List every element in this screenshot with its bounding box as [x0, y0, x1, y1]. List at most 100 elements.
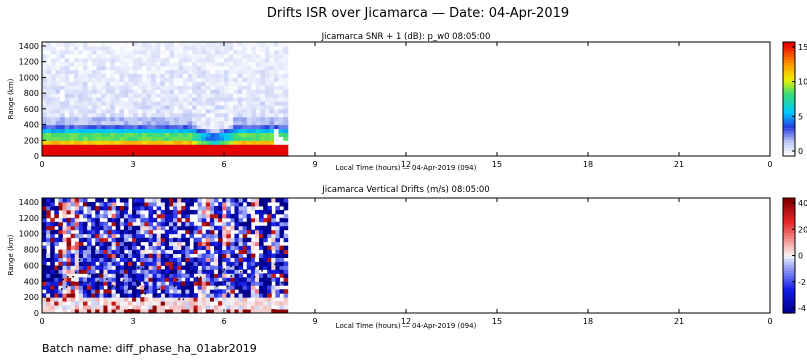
drift-cell	[226, 301, 231, 306]
drift-cell	[46, 281, 51, 286]
colorbar-swatch	[783, 79, 795, 83]
drift-cell	[193, 245, 199, 251]
snr-cell	[283, 49, 289, 55]
drift-mark	[199, 276, 202, 279]
drift-cell	[91, 265, 96, 270]
snr-cell	[128, 69, 134, 75]
snr-cell	[146, 132, 152, 137]
drift-cell	[78, 225, 84, 231]
snr-cell	[55, 136, 61, 141]
drift-cell	[271, 198, 276, 203]
drift-cell	[160, 257, 166, 262]
snr-cell	[78, 93, 84, 98]
drift-cell	[213, 261, 219, 266]
snr-cell	[196, 53, 202, 59]
drift-cell	[263, 233, 268, 239]
drift-cell	[95, 217, 100, 223]
snr-cell	[87, 85, 93, 90]
snr-cell	[137, 49, 143, 55]
drift-cell	[74, 225, 80, 231]
drift-cell	[160, 277, 166, 282]
drift-cell	[78, 237, 84, 243]
colorbar-swatch	[783, 136, 795, 140]
drift-cell	[95, 293, 100, 298]
drift-cell	[254, 277, 260, 282]
snr-cell	[160, 77, 166, 82]
drift-cell	[238, 221, 244, 227]
drift-cell	[275, 293, 281, 298]
drift-cell	[238, 277, 244, 282]
snr-cell	[101, 49, 107, 55]
snr-cell	[105, 120, 111, 126]
snr-cell	[224, 89, 230, 94]
colorbar-swatch	[783, 218, 795, 222]
snr-cell	[192, 144, 198, 149]
drift-cell	[152, 297, 158, 302]
snr-cell	[246, 73, 252, 78]
snr-cell	[183, 85, 189, 90]
drift-cell	[226, 257, 231, 262]
drift-cell	[123, 305, 129, 310]
snr-cell	[87, 136, 93, 141]
snr-cell	[73, 53, 79, 59]
drift-cell	[234, 305, 240, 310]
drift-cell	[197, 217, 203, 223]
snr-cell	[46, 132, 52, 137]
drift-cell	[230, 301, 235, 306]
drift-cell	[275, 229, 281, 235]
snr-cell	[128, 128, 134, 134]
drift-cell	[263, 281, 268, 286]
drift-cell	[218, 233, 223, 239]
snr-cell	[169, 53, 175, 59]
drift-cell	[91, 253, 96, 258]
drift-cell	[156, 253, 162, 258]
drift-cell	[132, 293, 137, 298]
drift-cell	[242, 221, 248, 227]
snr-cell	[246, 69, 252, 75]
snr-cell	[183, 93, 189, 98]
drift-cell	[58, 257, 63, 262]
snr-cell	[78, 61, 84, 67]
drift-cell	[226, 269, 231, 274]
x-tick-label: 0	[767, 160, 772, 169]
snr-cell	[164, 73, 170, 78]
drift-cell	[279, 257, 285, 262]
snr-cell	[187, 97, 193, 102]
drift-cell	[107, 305, 113, 310]
snr-cell	[192, 89, 198, 94]
drift-cell	[283, 217, 289, 223]
snr-cell	[146, 57, 152, 63]
snr-cell	[201, 144, 207, 149]
snr-cell	[228, 65, 234, 71]
snr-cell	[274, 136, 280, 141]
colorbar-swatch	[783, 267, 795, 271]
colorbar-swatch	[783, 138, 795, 143]
drift-cell	[140, 237, 145, 243]
snr-cell	[205, 73, 211, 78]
drift-cell	[189, 281, 195, 286]
snr-cell	[283, 69, 289, 75]
snr-cell	[187, 152, 193, 157]
snr-cell	[228, 42, 234, 47]
snr-cell	[101, 57, 107, 63]
drift-cell	[283, 221, 289, 227]
snr-cell	[237, 93, 243, 98]
drift-cell	[283, 281, 289, 286]
snr-cell	[205, 108, 211, 114]
drift-cell	[119, 245, 125, 251]
drift-cell	[119, 205, 125, 211]
snr-cell	[101, 89, 107, 94]
snr-cell	[123, 65, 130, 71]
snr-cell	[269, 73, 275, 78]
snr-cell	[64, 69, 70, 75]
snr-cell	[137, 65, 143, 71]
snr-cell	[73, 152, 79, 157]
snr-cell	[169, 89, 175, 94]
drift-cell	[168, 285, 174, 290]
snr-cell	[60, 85, 66, 90]
snr-cell	[164, 112, 170, 118]
snr-cell	[246, 97, 252, 102]
snr-cell	[233, 128, 239, 134]
drift-cell	[222, 257, 227, 262]
snr-cell	[60, 97, 66, 102]
